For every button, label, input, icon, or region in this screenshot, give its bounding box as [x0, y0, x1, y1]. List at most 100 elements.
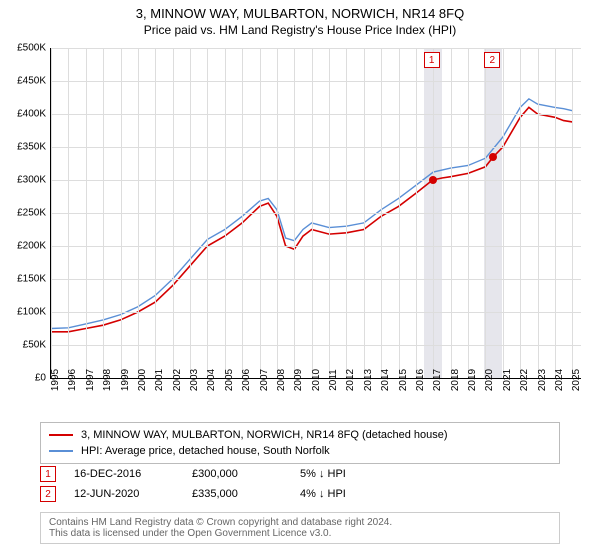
gridline-vertical [121, 48, 122, 378]
gridline-vertical [103, 48, 104, 378]
x-axis-label: 2023 [537, 369, 548, 391]
y-axis-label: £400K [17, 109, 46, 120]
y-axis-label: £450K [17, 76, 46, 87]
legend-swatch [49, 450, 73, 452]
y-axis-label: £0 [35, 373, 46, 384]
legend-label: 3, MINNOW WAY, MULBARTON, NORWICH, NR14 … [81, 429, 448, 441]
chart-subtitle: Price paid vs. HM Land Registry's House … [0, 23, 600, 37]
gridline-horizontal [51, 180, 581, 181]
sale-marker-icon: 1 [40, 466, 56, 482]
gridline-vertical [503, 48, 504, 378]
x-axis-label: 2018 [450, 369, 461, 391]
legend: 3, MINNOW WAY, MULBARTON, NORWICH, NR14 … [40, 422, 560, 464]
title-block: 3, MINNOW WAY, MULBARTON, NORWICH, NR14 … [0, 0, 600, 37]
footer-attribution: Contains HM Land Registry data © Crown c… [40, 512, 560, 544]
gridline-horizontal [51, 246, 581, 247]
gridline-vertical [86, 48, 87, 378]
x-axis-label: 2002 [172, 369, 183, 391]
x-axis-label: 2013 [363, 369, 374, 391]
gridline-horizontal [51, 213, 581, 214]
x-axis-label: 2016 [415, 369, 426, 391]
sale-row: 116-DEC-2016£300,0005% ↓ HPI [40, 464, 560, 484]
sale-diff: 5% ↓ HPI [300, 468, 410, 480]
gridline-vertical [138, 48, 139, 378]
gridline-vertical [538, 48, 539, 378]
y-axis-label: £300K [17, 175, 46, 186]
sale-point-2 [489, 153, 497, 161]
gridline-vertical [242, 48, 243, 378]
x-axis-label: 2004 [206, 369, 217, 391]
x-axis-label: 2009 [293, 369, 304, 391]
sale-price: £335,000 [192, 488, 282, 500]
top-marker-1: 1 [424, 52, 440, 68]
gridline-horizontal [51, 279, 581, 280]
x-axis-label: 2001 [154, 369, 165, 391]
x-axis-label: 2005 [224, 369, 235, 391]
gridline-vertical [451, 48, 452, 378]
legend-label: HPI: Average price, detached house, Sout… [81, 445, 330, 457]
gridline-vertical [468, 48, 469, 378]
gridline-vertical [207, 48, 208, 378]
y-axis-label: £100K [17, 307, 46, 318]
gridline-horizontal [51, 345, 581, 346]
footer-line-1: Contains HM Land Registry data © Crown c… [49, 517, 551, 528]
gridline-vertical [173, 48, 174, 378]
legend-item: HPI: Average price, detached house, Sout… [49, 443, 551, 459]
x-axis-label: 2008 [276, 369, 287, 391]
chart-plot-area [50, 48, 581, 379]
x-axis-label: 2012 [345, 369, 356, 391]
gridline-vertical [364, 48, 365, 378]
y-axis-label: £200K [17, 241, 46, 252]
x-axis-label: 2010 [311, 369, 322, 391]
sale-point-1 [429, 176, 437, 184]
x-axis-label: 2015 [398, 369, 409, 391]
x-axis-label: 2006 [241, 369, 252, 391]
gridline-vertical [416, 48, 417, 378]
x-axis-label: 2020 [484, 369, 495, 391]
x-axis-label: 1996 [67, 369, 78, 391]
gridline-vertical [433, 48, 434, 378]
top-marker-2: 2 [484, 52, 500, 68]
x-axis-label: 2017 [432, 369, 443, 391]
gridline-vertical [555, 48, 556, 378]
gridline-vertical [381, 48, 382, 378]
x-axis-label: 1999 [120, 369, 131, 391]
x-axis-label: 2007 [259, 369, 270, 391]
x-axis-label: 2022 [519, 369, 530, 391]
sale-marker-icon: 2 [40, 486, 56, 502]
gridline-vertical [572, 48, 573, 378]
gridline-vertical [399, 48, 400, 378]
sale-diff: 4% ↓ HPI [300, 488, 410, 500]
x-axis-label: 2024 [554, 369, 565, 391]
gridline-horizontal [51, 81, 581, 82]
gridline-vertical [485, 48, 486, 378]
y-axis-label: £500K [17, 43, 46, 54]
gridline-vertical [329, 48, 330, 378]
sale-row: 2 12-JUN-2020 £335,000 4% ↓ HPI [40, 484, 560, 504]
x-axis-label: 2021 [502, 369, 513, 391]
gridline-horizontal [51, 48, 581, 49]
sales-table: 116-DEC-2016£300,0005% ↓ HPI212-JUN-2020… [40, 464, 560, 504]
gridline-vertical [51, 48, 52, 378]
x-axis-label: 2000 [137, 369, 148, 391]
gridline-vertical [190, 48, 191, 378]
gridline-horizontal [51, 147, 581, 148]
chart-title: 3, MINNOW WAY, MULBARTON, NORWICH, NR14 … [0, 6, 600, 21]
x-axis-label: 2014 [380, 369, 391, 391]
sale-price: £300,000 [192, 468, 282, 480]
footer-line-2: This data is licensed under the Open Gov… [49, 528, 551, 539]
x-axis-label: 1997 [85, 369, 96, 391]
y-axis-label: £350K [17, 142, 46, 153]
y-axis-label: £50K [23, 340, 46, 351]
gridline-vertical [294, 48, 295, 378]
y-axis-label: £150K [17, 274, 46, 285]
gridline-vertical [225, 48, 226, 378]
gridline-horizontal [51, 312, 581, 313]
gridline-vertical [346, 48, 347, 378]
gridline-vertical [277, 48, 278, 378]
x-axis-label: 2019 [467, 369, 478, 391]
x-axis-label: 2003 [189, 369, 200, 391]
gridline-vertical [155, 48, 156, 378]
sale-date: 12-JUN-2020 [74, 488, 174, 500]
gridline-vertical [68, 48, 69, 378]
